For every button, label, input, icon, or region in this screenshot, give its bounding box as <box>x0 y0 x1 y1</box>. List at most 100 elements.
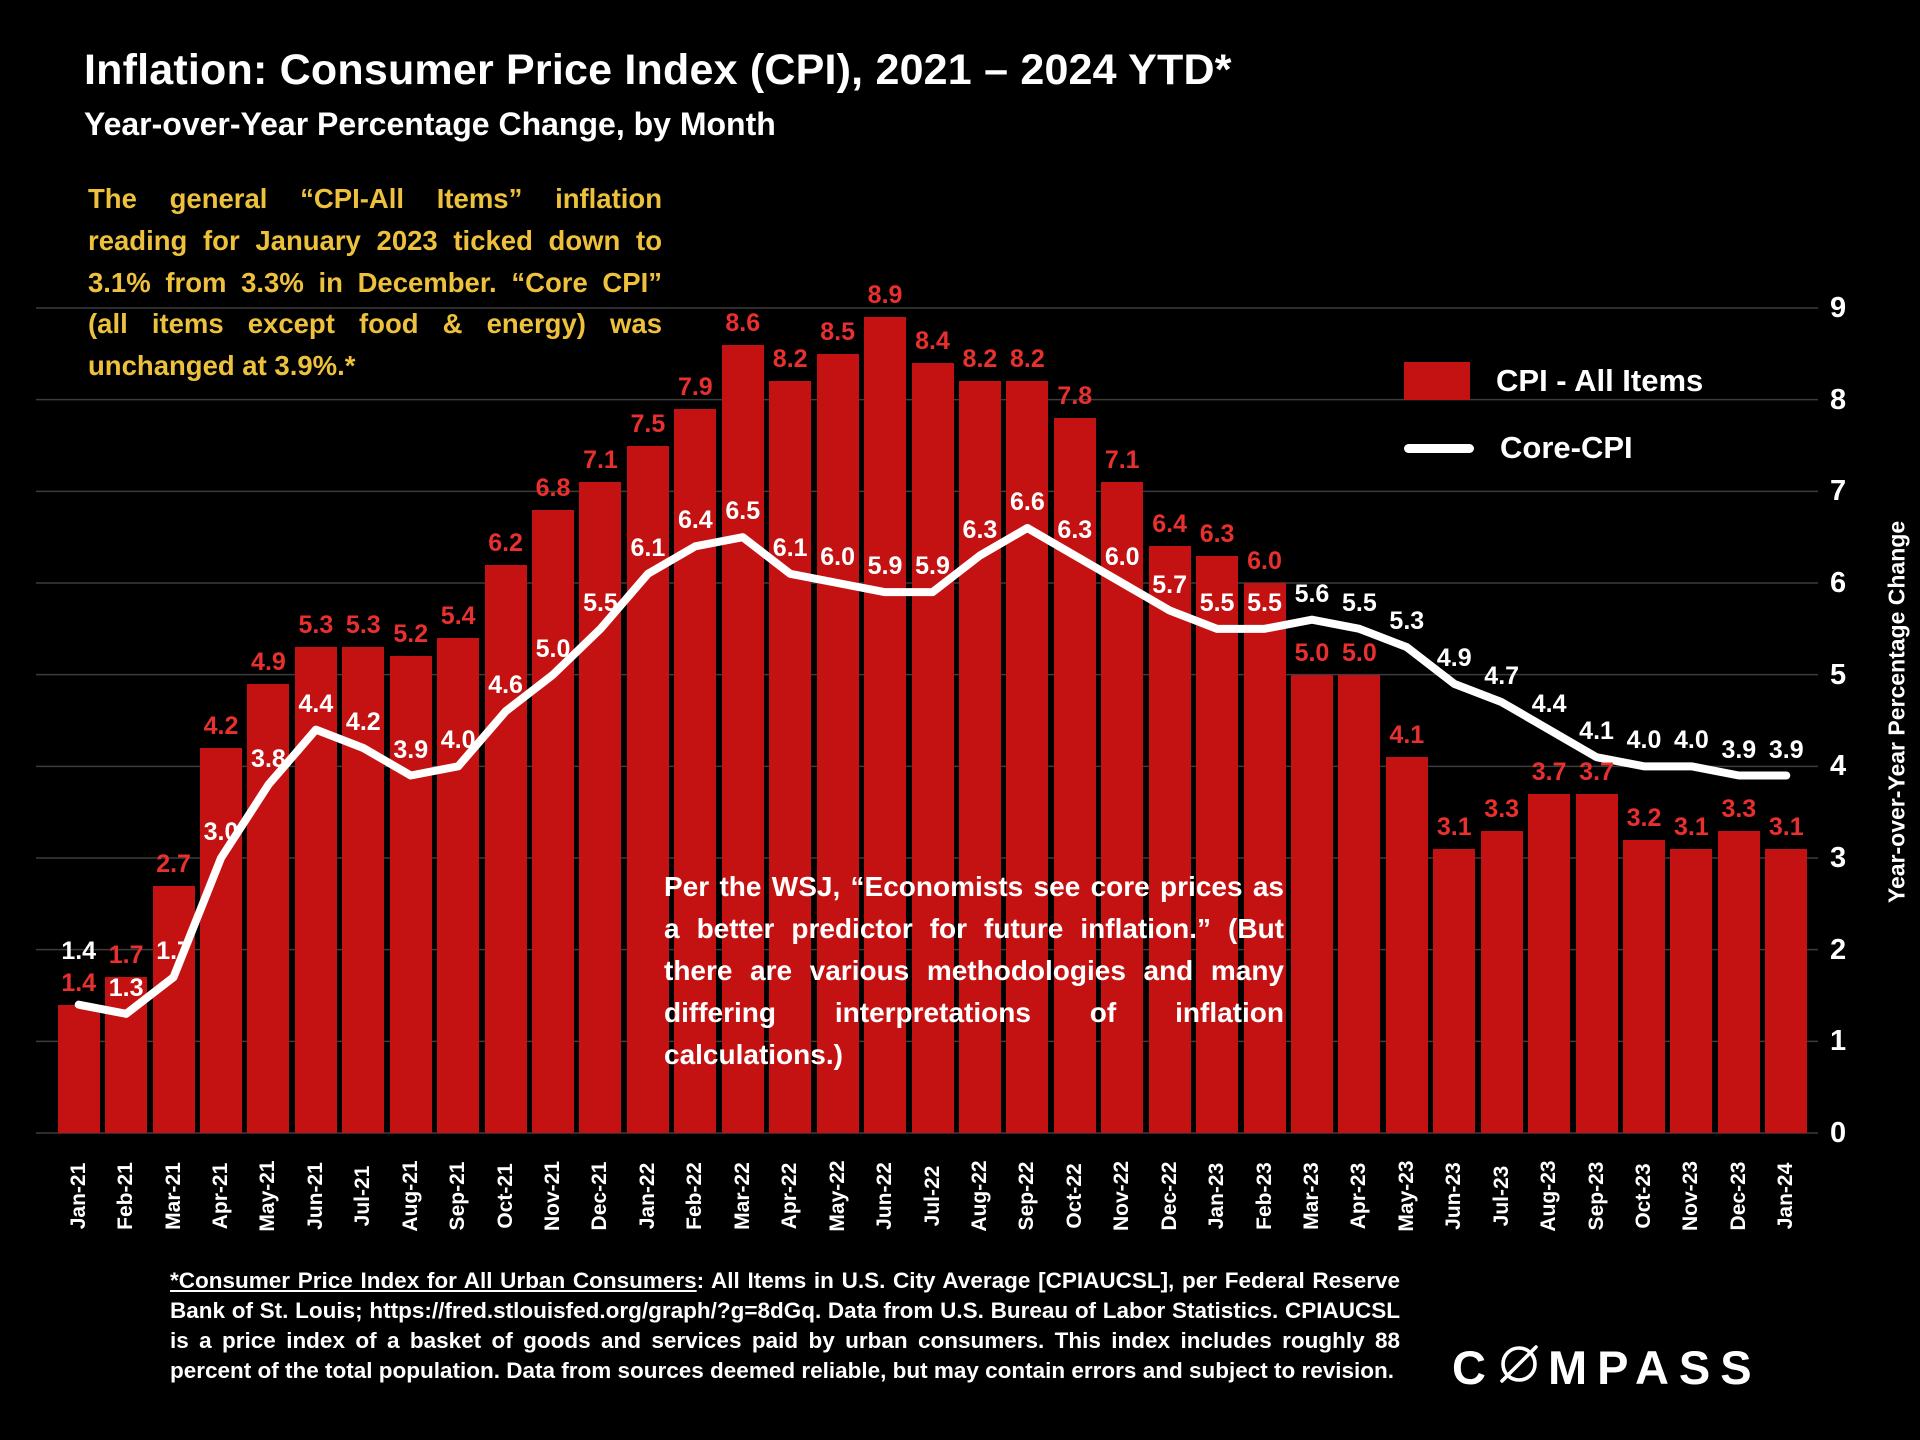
cpi-value-label-May-21: 4.9 <box>251 647 286 676</box>
y-tick-label-0: 0 <box>1830 1117 1847 1149</box>
y-tick-label-2: 2 <box>1830 933 1847 966</box>
cpi-value-label-May-22: 8.5 <box>820 317 856 346</box>
compass-logo: C MPASS <box>1452 1337 1762 1398</box>
bar-Nov-21 <box>532 509 575 1133</box>
core-value-label-Jun-21: 4.4 <box>298 689 334 718</box>
cpi-value-label-Mar-22: 8.6 <box>725 308 761 337</box>
cpi-value-label-Sep-22: 8.2 <box>1009 345 1045 374</box>
core-value-label-Oct-21: 4.6 <box>488 671 523 700</box>
footnote: *Consumer Price Index for All Urban Cons… <box>170 1266 1400 1387</box>
chart-subtitle: Year-over-Year Percentage Change, by Mon… <box>84 106 776 142</box>
core-value-label-Nov-23: 4.0 <box>1674 726 1709 755</box>
core-value-label-Jul-23: 4.7 <box>1484 662 1520 691</box>
core-value-label-Apr-23: 5.5 <box>1342 588 1377 617</box>
bar-Jul-22 <box>911 363 954 1133</box>
cpi-value-label-Aug-21: 5.2 <box>393 620 429 649</box>
legend-label-core-cpi: Core-CPI <box>1500 430 1633 465</box>
core-value-label-Nov-22: 6.0 <box>1104 543 1140 571</box>
legend-line-swatch <box>1404 443 1474 453</box>
core-value-label-Sep-22: 6.6 <box>1009 488 1045 516</box>
bar-Mar-23 <box>1290 674 1333 1133</box>
core-value-label-Jul-21: 4.2 <box>345 708 381 736</box>
core-cpi-line <box>74 524 1791 1018</box>
bar-Sep-23 <box>1575 793 1618 1133</box>
cpi-value-label-Oct-21: 6.2 <box>488 528 523 557</box>
bar-Dec-21 <box>579 482 622 1133</box>
bar-May-23 <box>1385 757 1428 1133</box>
core-value-label-Jul-22: 5.9 <box>915 552 950 581</box>
legend-item-cpi-all-items: CPI - All Items <box>1404 362 1703 400</box>
footnote-body-text: : All Items in U.S. City Average [CPIAUC… <box>170 1268 1400 1384</box>
y-tick-label-3: 3 <box>1830 842 1847 874</box>
bar-Jan-24 <box>1765 848 1808 1133</box>
core-value-label-May-23: 5.3 <box>1389 607 1425 636</box>
cpi-value-label-Oct-23: 3.2 <box>1626 803 1662 832</box>
cpi-value-label-Dec-22: 6.4 <box>1152 510 1188 539</box>
core-value-label-Aug-21: 3.9 <box>393 735 429 764</box>
core-value-label-Aug-22: 6.3 <box>962 515 998 544</box>
core-value-label-Jan-22: 6.1 <box>630 533 666 562</box>
bar-Dec-22 <box>1148 546 1191 1133</box>
cpi-value-label-Sep-21: 5.4 <box>440 602 476 630</box>
cpi-value-label-Nov-21: 6.8 <box>535 473 571 502</box>
bar-Oct-21 <box>484 564 527 1133</box>
cpi-value-label-Mar-23: 5.0 <box>1294 638 1330 667</box>
cpi-value-label-Apr-23: 5.0 <box>1342 638 1377 667</box>
cpi-value-label-Nov-23: 3.1 <box>1674 812 1709 841</box>
cpi-value-label-Apr-21: 4.2 <box>203 712 239 740</box>
y-tick-label-7: 7 <box>1830 475 1847 508</box>
core-value-label-Jun-23: 4.9 <box>1436 643 1472 672</box>
core-value-label-May-22: 6.0 <box>820 543 856 571</box>
bar-May-22 <box>816 353 859 1133</box>
cpi-value-label-Feb-21: 1.7 <box>108 941 144 970</box>
bar-Feb-22 <box>674 408 717 1133</box>
core-value-label-Feb-21: 1.3 <box>108 973 144 1002</box>
bar-Mar-22 <box>721 344 764 1133</box>
core-value-label-Dec-23: 3.9 <box>1721 735 1757 764</box>
cpi-value-label-May-23: 4.1 <box>1389 721 1425 750</box>
core-value-label-Aug-23: 4.4 <box>1531 689 1567 718</box>
yellow-annotation: The general “CPI-All Items” inflation re… <box>88 183 662 382</box>
core-value-label-Apr-22: 6.1 <box>772 533 808 562</box>
y-tick-label-9: 9 <box>1830 292 1847 324</box>
cpi-value-label-Aug-22: 8.2 <box>962 345 998 374</box>
cpi-value-label-Jul-22: 8.4 <box>915 327 950 355</box>
cpi-value-label-Aug-23: 3.7 <box>1531 757 1567 786</box>
bar-Apr-21 <box>200 748 242 1133</box>
cpi-value-label-Sep-23: 3.7 <box>1579 757 1614 786</box>
cpi-value-label-Jun-23: 3.1 <box>1436 812 1472 841</box>
core-value-label-Nov-21: 5.0 <box>535 634 571 663</box>
core-value-label-Oct-23: 4.0 <box>1626 726 1662 755</box>
bar-Mar-21 <box>152 885 195 1133</box>
cpi-value-label-Jan-23: 6.3 <box>1199 519 1235 548</box>
core-value-label-Sep-21: 4.0 <box>440 726 476 755</box>
bar-Jan-23 <box>1196 555 1239 1133</box>
y-tick-label-5: 5 <box>1830 658 1847 691</box>
y-tick-label-1: 1 <box>1830 1025 1847 1058</box>
core-value-label-Jun-22: 5.9 <box>867 552 903 581</box>
core-value-label-Sep-23: 4.1 <box>1579 717 1614 746</box>
cpi-value-label-Feb-23: 6.0 <box>1247 547 1282 575</box>
bar-Jan-22 <box>626 445 669 1133</box>
bar-Jan-21 <box>57 1004 100 1133</box>
cpi-value-label-Feb-22: 7.9 <box>677 372 713 401</box>
y-tick-label-6: 6 <box>1830 567 1847 599</box>
cpi-value-label-Jul-23: 3.3 <box>1484 794 1520 823</box>
cpi-value-label-Jan-22: 7.5 <box>630 409 666 438</box>
bar-Jun-23 <box>1433 848 1476 1133</box>
core-value-label-May-21: 3.8 <box>251 744 286 773</box>
cpi-value-label-Dec-23: 3.3 <box>1721 794 1757 823</box>
y-tick-label-4: 4 <box>1830 750 1847 783</box>
cpi-value-label-Nov-22: 7.1 <box>1104 446 1140 475</box>
core-value-label-Oct-22: 6.3 <box>1057 515 1093 544</box>
cpi-value-label-Jan-24: 3.1 <box>1768 812 1804 841</box>
footnote-underlined-lead: *Consumer Price Index for All Urban Cons… <box>170 1268 697 1293</box>
bar-Feb-23 <box>1243 583 1286 1133</box>
core-value-label-Mar-23: 5.6 <box>1294 579 1330 608</box>
y-tick-label-8: 8 <box>1830 383 1847 416</box>
legend: CPI - All Items Core-CPI <box>1404 362 1703 466</box>
cpi-value-label-Jan-21: 1.4 <box>61 968 97 997</box>
bar-Jul-21 <box>342 647 385 1133</box>
